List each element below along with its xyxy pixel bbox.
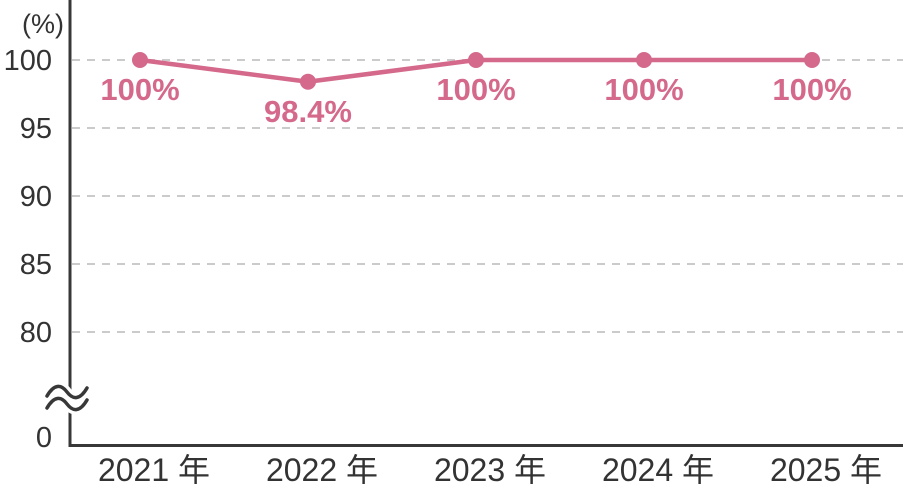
x-tick-label: 2025 年 — [770, 452, 882, 488]
data-point — [300, 73, 316, 90]
data-label: 98.4% — [264, 94, 352, 129]
data-point — [132, 52, 148, 68]
y-tick-label-95: 95 — [20, 113, 52, 145]
x-tick-label: 2021 年 — [98, 452, 210, 488]
data-point — [804, 52, 820, 68]
x-tick-label: 2024 年 — [602, 452, 714, 488]
axis-layer — [42, 0, 903, 447]
data-label: 100% — [604, 72, 683, 107]
y-axis-unit-label: (%) — [22, 9, 64, 39]
y-tick-label-100: 100 — [4, 45, 52, 77]
data-label: 100% — [772, 72, 851, 107]
x-tick-label: 2022 年 — [266, 452, 378, 488]
data-label: 100% — [436, 72, 515, 107]
y-tick-label-85: 85 — [20, 249, 52, 281]
y-tick-label-80: 80 — [20, 317, 52, 349]
x-tick-label: 2023 年 — [434, 452, 546, 488]
data-label: 100% — [100, 72, 179, 107]
data-point — [636, 52, 652, 68]
series-layer — [132, 52, 820, 90]
axis-break-wave-icon — [45, 384, 89, 400]
y-tick-label-90: 90 — [20, 181, 52, 213]
data-point — [468, 52, 484, 68]
y-tick-label-origin: 0 — [36, 422, 52, 454]
axis-break-wave-icon — [45, 396, 89, 412]
label-layer: (%) 100 95 90 85 80 0 100% 2021 年 98.4% 2022 年 100… — [4, 9, 882, 488]
